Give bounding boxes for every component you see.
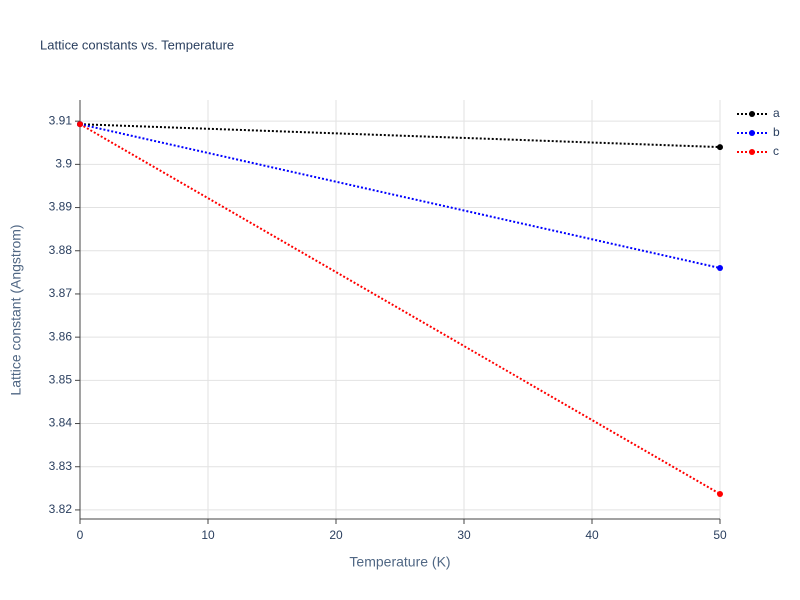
- x-tick-label: 20: [329, 528, 343, 542]
- y-tick-label: 3.85: [49, 373, 73, 387]
- series-line: [79, 123, 721, 270]
- y-tick-label: 3.86: [49, 329, 73, 343]
- point: [717, 490, 723, 497]
- legend-label: c: [773, 144, 779, 158]
- point: [717, 265, 723, 272]
- x-tick-label: 40: [585, 528, 599, 542]
- x-tick-label: 0: [77, 528, 84, 542]
- legend-marker: [749, 149, 755, 155]
- x-tick-label: 10: [201, 528, 215, 542]
- y-axis-title: Lattice constant (Angstrom): [8, 224, 24, 395]
- x-tick-label: 30: [457, 528, 471, 542]
- y-tick-label: 3.91: [49, 113, 73, 127]
- y-tick-label: 3.87: [49, 286, 73, 300]
- series-line: [79, 123, 721, 495]
- point: [77, 121, 83, 128]
- legend-label: a: [773, 106, 780, 120]
- x-tick-label: 50: [713, 528, 727, 542]
- point: [717, 144, 723, 151]
- y-tick-label: 3.89: [49, 200, 73, 214]
- y-tick-label: 3.88: [49, 243, 73, 257]
- y-tick-label: 3.83: [49, 459, 73, 473]
- legend-marker: [749, 111, 755, 117]
- series-line: [79, 123, 721, 149]
- legend-marker: [749, 130, 755, 136]
- y-tick-label: 3.84: [49, 416, 73, 430]
- legend-label: b: [773, 125, 780, 139]
- x-axis-title: Temperature (K): [349, 554, 450, 570]
- y-tick-label: 3.9: [55, 157, 72, 171]
- chart-title: Lattice constants vs. Temperature: [40, 37, 234, 52]
- y-tick-label: 3.82: [49, 502, 73, 516]
